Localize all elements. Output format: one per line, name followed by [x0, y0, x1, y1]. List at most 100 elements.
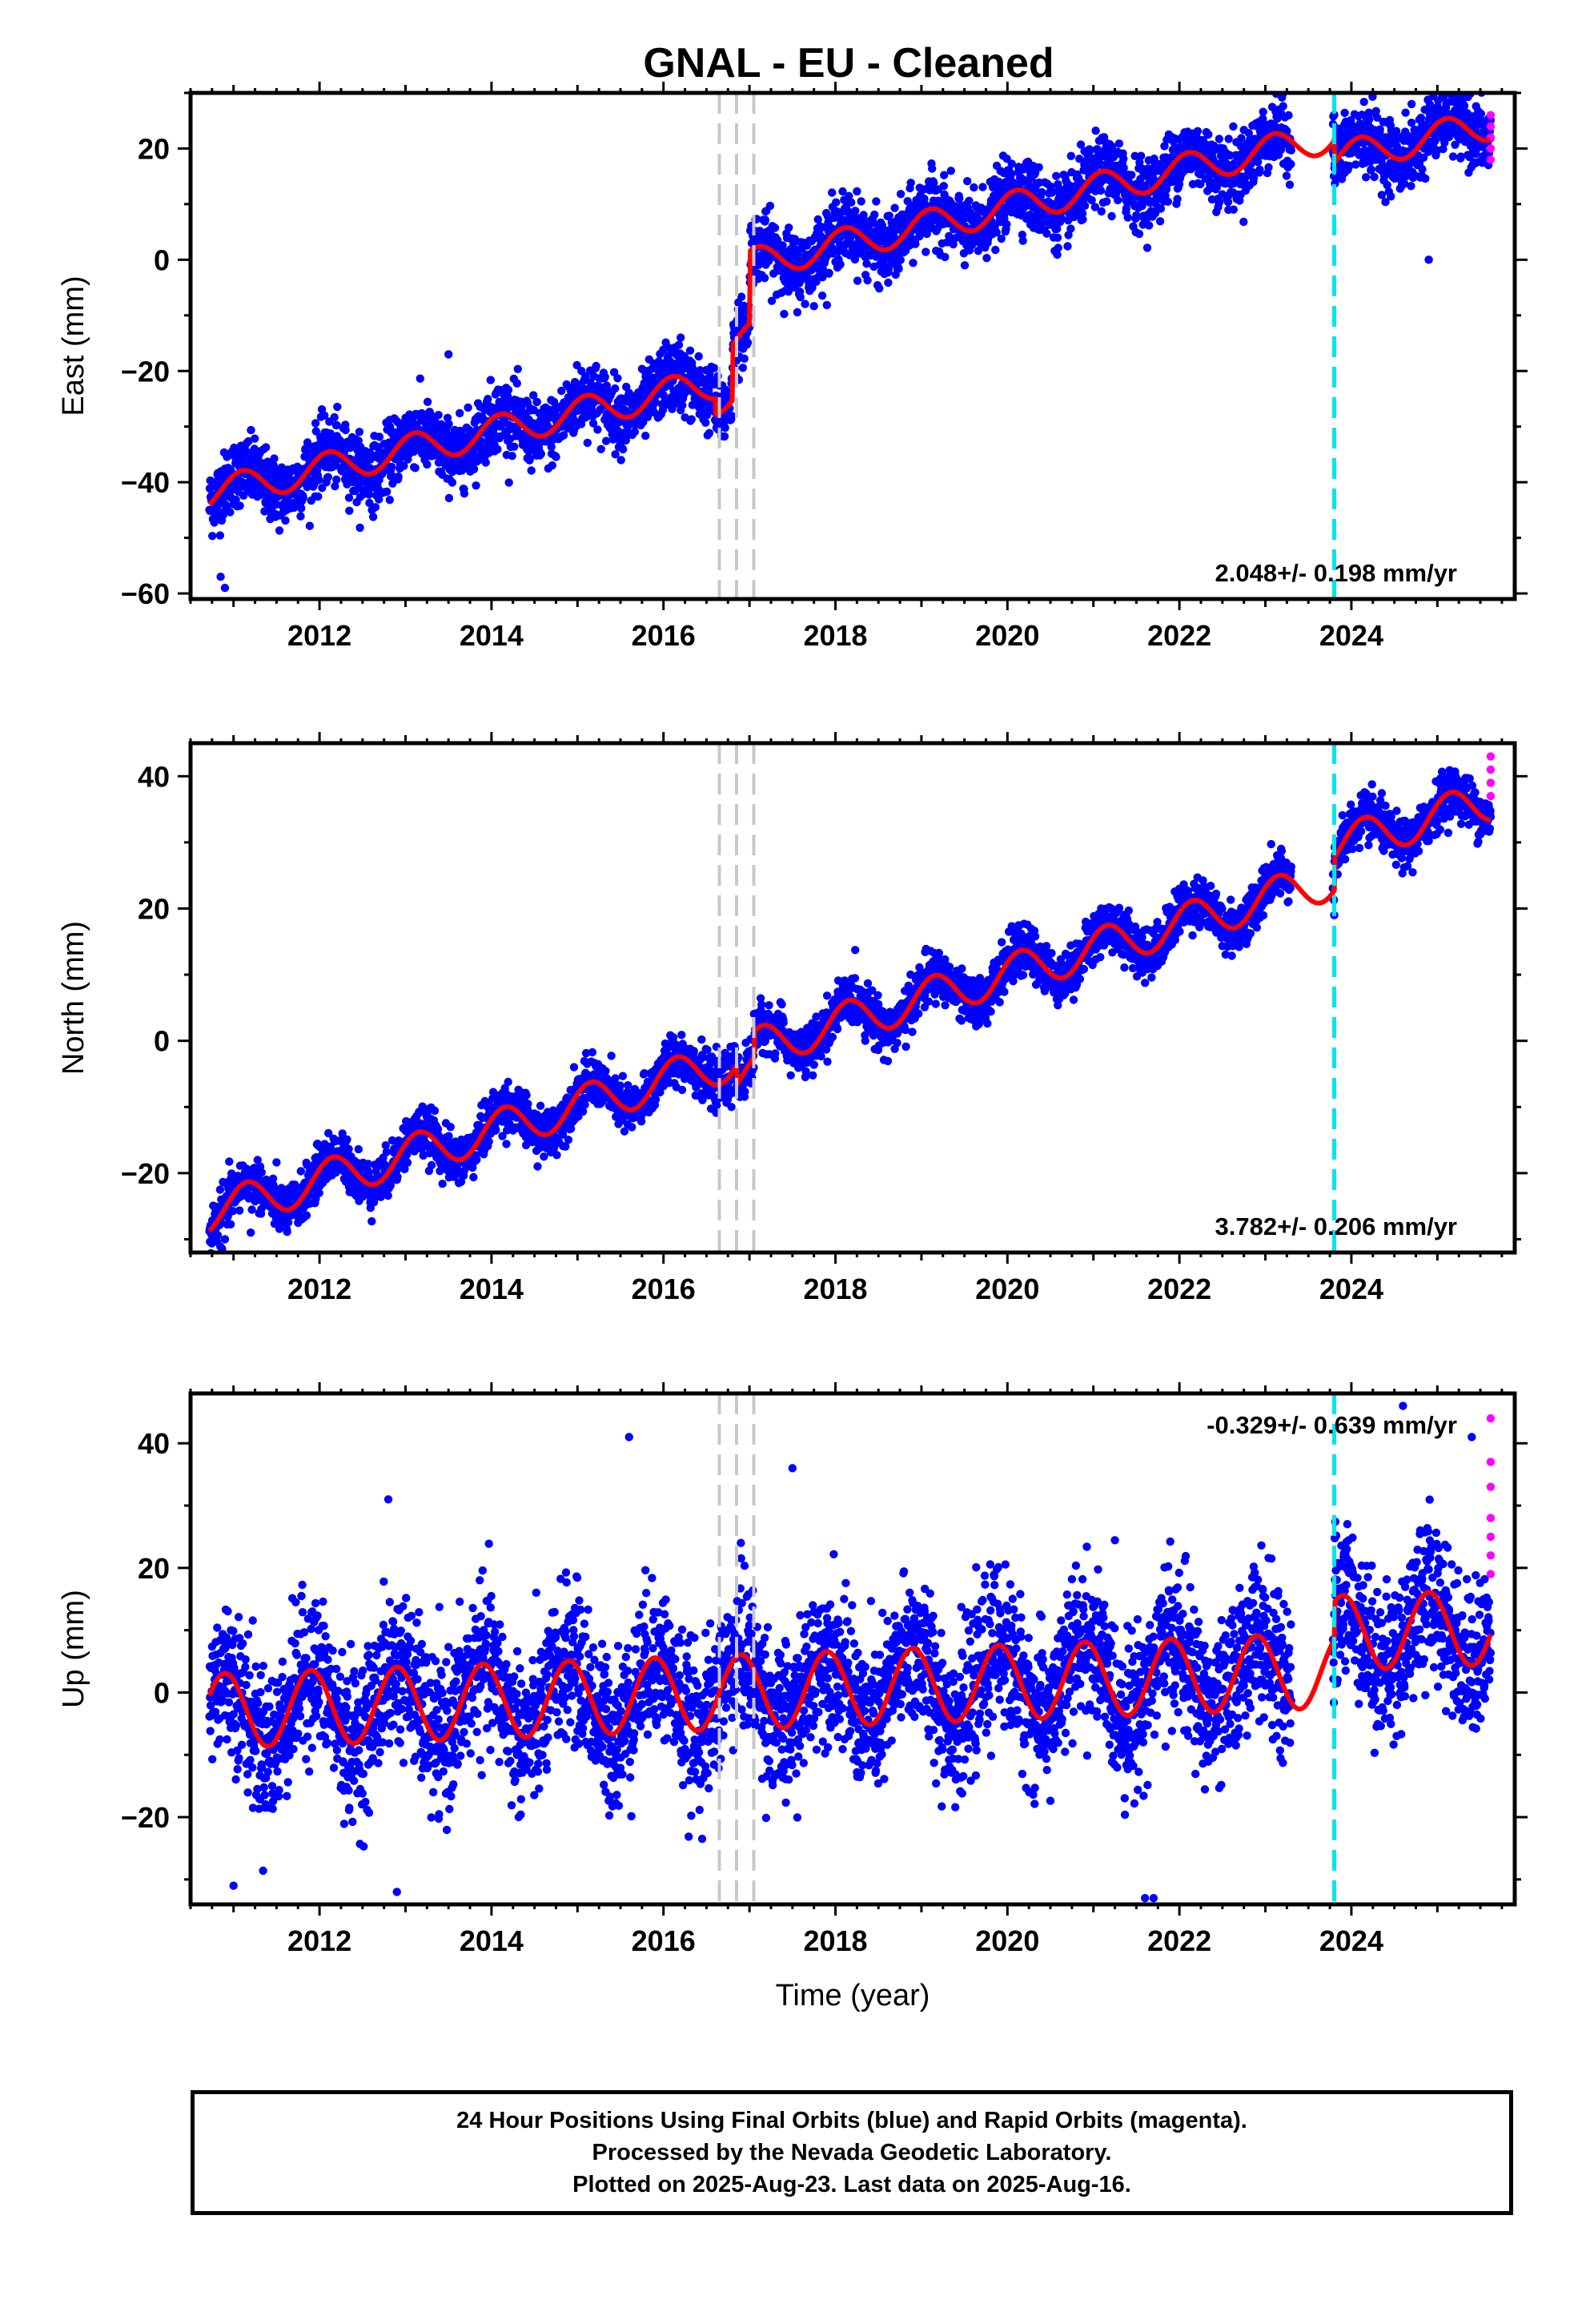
east-data-point	[332, 475, 341, 485]
east-data-point	[375, 432, 384, 441]
east-y-tick-label: 0	[154, 243, 170, 276]
east-data-point	[411, 464, 420, 472]
east-rapid-point	[1486, 122, 1496, 131]
east-data-point	[674, 340, 684, 349]
east-outlier-point	[676, 333, 685, 342]
east-data-point	[251, 434, 259, 443]
east-data-point	[909, 259, 917, 267]
east-data-point	[1224, 135, 1233, 143]
east-data-point	[472, 481, 480, 490]
east-data-point	[796, 292, 805, 302]
east-data-point	[368, 513, 378, 521]
east-data-point	[311, 427, 320, 436]
east-rapid-point	[1486, 111, 1496, 119]
east-data-point	[323, 472, 332, 481]
east-data-point	[572, 360, 581, 370]
north-data-point	[213, 1231, 223, 1240]
east-data-point	[532, 397, 541, 407]
east-data-point	[793, 308, 802, 317]
east-data-point	[270, 454, 279, 463]
east-data-point	[709, 364, 719, 372]
east-data-point	[481, 458, 490, 467]
east-x-tick-label: 2020	[975, 619, 1039, 652]
east-data-point	[946, 167, 956, 175]
east-data-point	[728, 412, 737, 420]
east-data-point	[416, 374, 424, 383]
east-data-point	[536, 449, 545, 458]
east-data-point	[1362, 173, 1371, 182]
east-data-point	[963, 177, 972, 186]
east-data-point	[344, 493, 354, 502]
east-data-point	[1137, 151, 1146, 160]
east-data-point	[330, 412, 339, 422]
east-data-point	[493, 444, 502, 454]
north-data-point	[296, 1167, 305, 1176]
east-data-point	[1163, 197, 1173, 206]
east-rapid-point	[1486, 155, 1496, 164]
east-data-point	[596, 404, 605, 414]
east-data-point	[355, 428, 364, 436]
east-data-point	[394, 472, 403, 481]
east-data-point	[1285, 180, 1295, 189]
east-data-point	[299, 493, 307, 502]
east-data-point	[687, 415, 696, 424]
east-data-point	[464, 403, 472, 412]
east-rapid-point	[1486, 144, 1496, 153]
east-data-point	[761, 215, 769, 224]
north-data-point	[235, 1206, 244, 1215]
east-data-point	[1114, 195, 1122, 205]
east-data-point	[303, 483, 311, 492]
east-data-point	[740, 354, 749, 363]
east-data-point	[1066, 151, 1076, 160]
east-data-point	[592, 361, 600, 371]
east-data-point	[817, 292, 827, 300]
east-data-point	[1456, 152, 1465, 161]
east-data-point	[940, 171, 949, 179]
east-data-point	[611, 384, 620, 393]
east-data-point	[1080, 201, 1090, 211]
east-data-point	[890, 203, 899, 212]
north-plot-area	[205, 743, 1496, 1252]
east-data-point	[1134, 229, 1144, 239]
east-data-point	[601, 436, 611, 445]
east-data-point	[444, 493, 454, 503]
east-data-point	[694, 352, 703, 361]
east-data-point	[593, 425, 602, 434]
east-data-point	[305, 521, 315, 530]
east-data-point	[1282, 171, 1291, 180]
east-data-point	[991, 245, 1000, 255]
east-data-point	[529, 391, 538, 400]
east-data-point	[1034, 163, 1043, 172]
east-data-point	[1387, 192, 1395, 201]
east-data-point	[760, 274, 769, 283]
east-x-tick-label: 2022	[1147, 619, 1211, 652]
east-data-point	[941, 252, 950, 262]
east-data-point	[311, 419, 320, 428]
east-data-point	[423, 397, 432, 406]
east-data-point	[857, 197, 865, 206]
east-data-point	[456, 408, 464, 418]
east-data-point	[1119, 155, 1128, 163]
east-data-point	[315, 476, 323, 485]
north-panel: 2012 2014 2016 2018 2020 2022 2024−2002040Nort…	[57, 732, 1528, 1305]
east-data-point	[997, 234, 1006, 243]
north-data-point	[367, 1216, 376, 1226]
east-data-point	[875, 284, 884, 293]
east-data-point	[210, 518, 219, 527]
east-data-point	[853, 276, 862, 285]
east-data-point	[331, 482, 339, 491]
east-data-point	[1119, 163, 1128, 172]
east-frame	[188, 90, 1517, 601]
east-data-point	[978, 183, 987, 191]
east-data-point	[960, 261, 970, 270]
east-data-point	[231, 495, 240, 505]
north-data-point	[354, 1144, 363, 1154]
east-data-point	[1255, 165, 1264, 174]
east-data-point	[1229, 122, 1238, 131]
east-data-point	[1038, 187, 1046, 197]
east-data-point	[721, 424, 729, 432]
east-data-point	[801, 300, 809, 308]
east-data-point	[1287, 146, 1296, 155]
east-data-point	[701, 418, 710, 427]
